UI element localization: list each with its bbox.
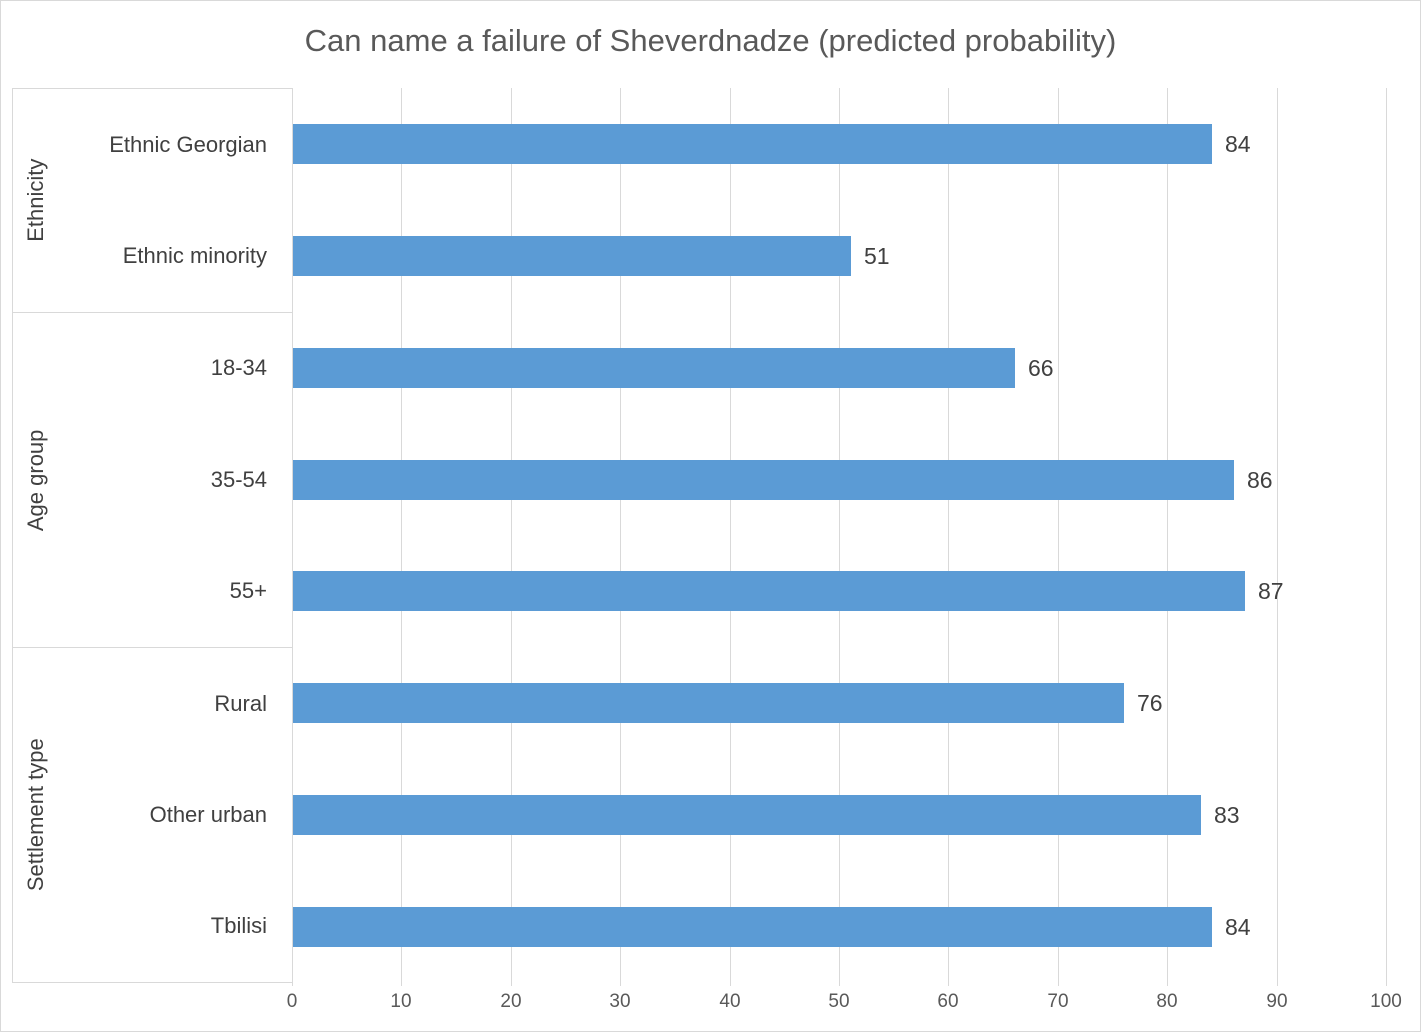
- x-tick-label: 30: [609, 991, 631, 1012]
- x-tick-label: 90: [1266, 991, 1288, 1012]
- x-tick-label: 10: [390, 991, 412, 1012]
- bar-value-label: 76: [1137, 690, 1163, 716]
- category-label: Other urban: [149, 801, 267, 827]
- category-label: Rural: [214, 690, 267, 716]
- category-label: 18-34: [210, 355, 267, 381]
- gridline: [401, 88, 402, 986]
- group-label: Settlement type: [23, 738, 48, 892]
- group-label: Ethnicity: [23, 158, 48, 242]
- bar: [293, 460, 1234, 500]
- chart-title: Can name a failure of Sheverdnadze (pred…: [304, 23, 1117, 58]
- x-tick-label: 20: [500, 991, 522, 1012]
- gridline: [948, 88, 949, 986]
- gridline: [511, 88, 512, 986]
- group-box-2: Settlement type Rural Other urban Tbilisi: [12, 646, 293, 983]
- bar-value-label: 84: [1225, 914, 1251, 940]
- x-tick-label: 0: [286, 991, 298, 1012]
- x-axis: 0 10 20 30 40 50 60 70 80 90 100: [287, 991, 1402, 1021]
- category-label: 55+: [229, 578, 267, 604]
- bar: [293, 571, 1245, 611]
- gridline: [292, 88, 293, 986]
- category-label: Tbilisi: [210, 913, 267, 939]
- bar: [293, 907, 1212, 947]
- bar-value-label: 66: [1028, 355, 1054, 381]
- category-label-panel: Ethnicity Ethnic Georgian Ethnic minority A…: [12, 88, 293, 983]
- bar: [293, 795, 1201, 835]
- bar-value-label: 51: [864, 243, 890, 269]
- bar-value-label: 86: [1247, 467, 1273, 493]
- category-label: 35-54: [210, 466, 267, 492]
- x-tick-label: 70: [1047, 991, 1069, 1012]
- bar: [293, 124, 1212, 164]
- gridline: [839, 88, 840, 986]
- x-tick-label: 40: [719, 991, 741, 1012]
- x-tick-label: 60: [937, 991, 959, 1012]
- group-box-1: Age group 18-34 35-54 55+: [12, 311, 293, 648]
- bar: [293, 348, 1015, 388]
- bar-value-label: 83: [1214, 802, 1240, 828]
- bar-value-label: 87: [1258, 578, 1284, 604]
- category-label: Ethnic minority: [122, 243, 267, 269]
- group-label: Age group: [23, 429, 48, 531]
- gridline: [1277, 88, 1278, 986]
- gridline: [730, 88, 731, 986]
- gridline: [620, 88, 621, 986]
- bar-value-label: 84: [1225, 131, 1251, 157]
- x-tick-label: 50: [828, 991, 850, 1012]
- gridline: [1058, 88, 1059, 986]
- bar: [293, 236, 851, 276]
- gridline: [1167, 88, 1168, 986]
- gridline: [1386, 88, 1387, 986]
- bar: [293, 683, 1124, 723]
- category-label: Ethnic Georgian: [109, 131, 267, 157]
- x-tick-label: 80: [1156, 991, 1178, 1012]
- x-tick-label: 100: [1370, 991, 1402, 1012]
- plot-area: 84 51 66 86 87 76 83 84: [292, 88, 1387, 986]
- group-box-0: Ethnicity Ethnic Georgian Ethnic minority: [12, 88, 293, 313]
